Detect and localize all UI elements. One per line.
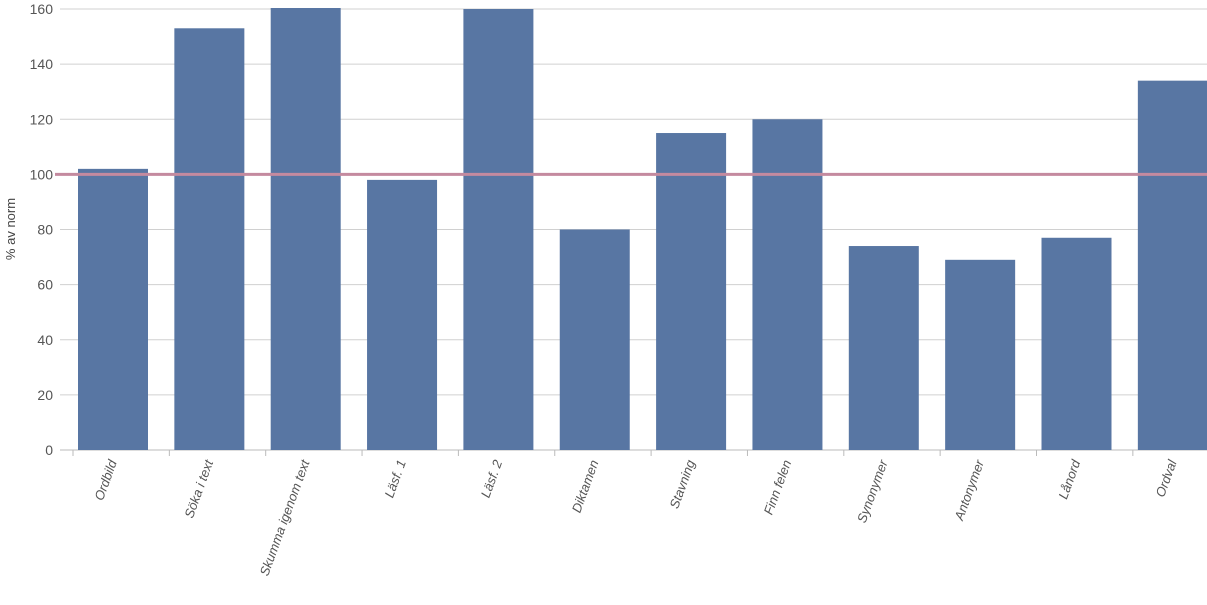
x-tick-label: Ordbild bbox=[91, 457, 120, 502]
bar-lånord bbox=[1041, 237, 1112, 450]
y-tick-label: 20 bbox=[37, 387, 53, 403]
bar-läsf-1 bbox=[367, 179, 438, 450]
bar-ordval bbox=[1137, 80, 1207, 450]
bar-finn-felen bbox=[752, 119, 823, 450]
y-tick-label: 140 bbox=[30, 56, 54, 72]
x-tick-label: Synonymer bbox=[854, 457, 891, 525]
x-tick-label: Läsf. 2 bbox=[478, 457, 506, 500]
bar-stavning bbox=[656, 133, 727, 450]
x-tick-label: Ordval bbox=[1152, 457, 1180, 499]
axes: Ordbild Söka i text Skumma igenom text Läsf… bbox=[72, 450, 1180, 578]
x-tick-label: Finn felen bbox=[761, 458, 795, 517]
bar-läsf-2 bbox=[463, 9, 534, 450]
bar-skumma-igenom-text bbox=[270, 8, 341, 450]
y-tick-label: 120 bbox=[30, 111, 54, 127]
bar-synonymer bbox=[848, 246, 919, 450]
bars bbox=[78, 8, 1207, 450]
bar-diktamen bbox=[559, 229, 630, 450]
x-tick-label: Diktamen bbox=[569, 458, 602, 515]
bar-ordbild bbox=[78, 168, 148, 450]
x-tick-label: Skumma igenom text bbox=[257, 457, 313, 578]
x-tick-label: Antonymer bbox=[951, 457, 987, 523]
x-tick-label: Läsf. 1 bbox=[381, 458, 408, 500]
y-tick-label: 60 bbox=[37, 277, 53, 293]
y-tick-label: 80 bbox=[37, 222, 53, 238]
bar-söka-i-text bbox=[174, 28, 245, 450]
y-axis-title: % av norm bbox=[3, 198, 18, 260]
x-tick-label: Lånord bbox=[1055, 457, 1083, 501]
y-tick-label: 100 bbox=[30, 166, 54, 182]
y-tick-label: 0 bbox=[45, 442, 53, 458]
y-tick-label: 40 bbox=[37, 332, 53, 348]
x-tick-label: Stavning bbox=[667, 457, 699, 510]
x-tick-label: Söka i text bbox=[181, 457, 216, 520]
bar-antonymer bbox=[945, 259, 1016, 450]
y-tick-label: 160 bbox=[30, 1, 54, 17]
